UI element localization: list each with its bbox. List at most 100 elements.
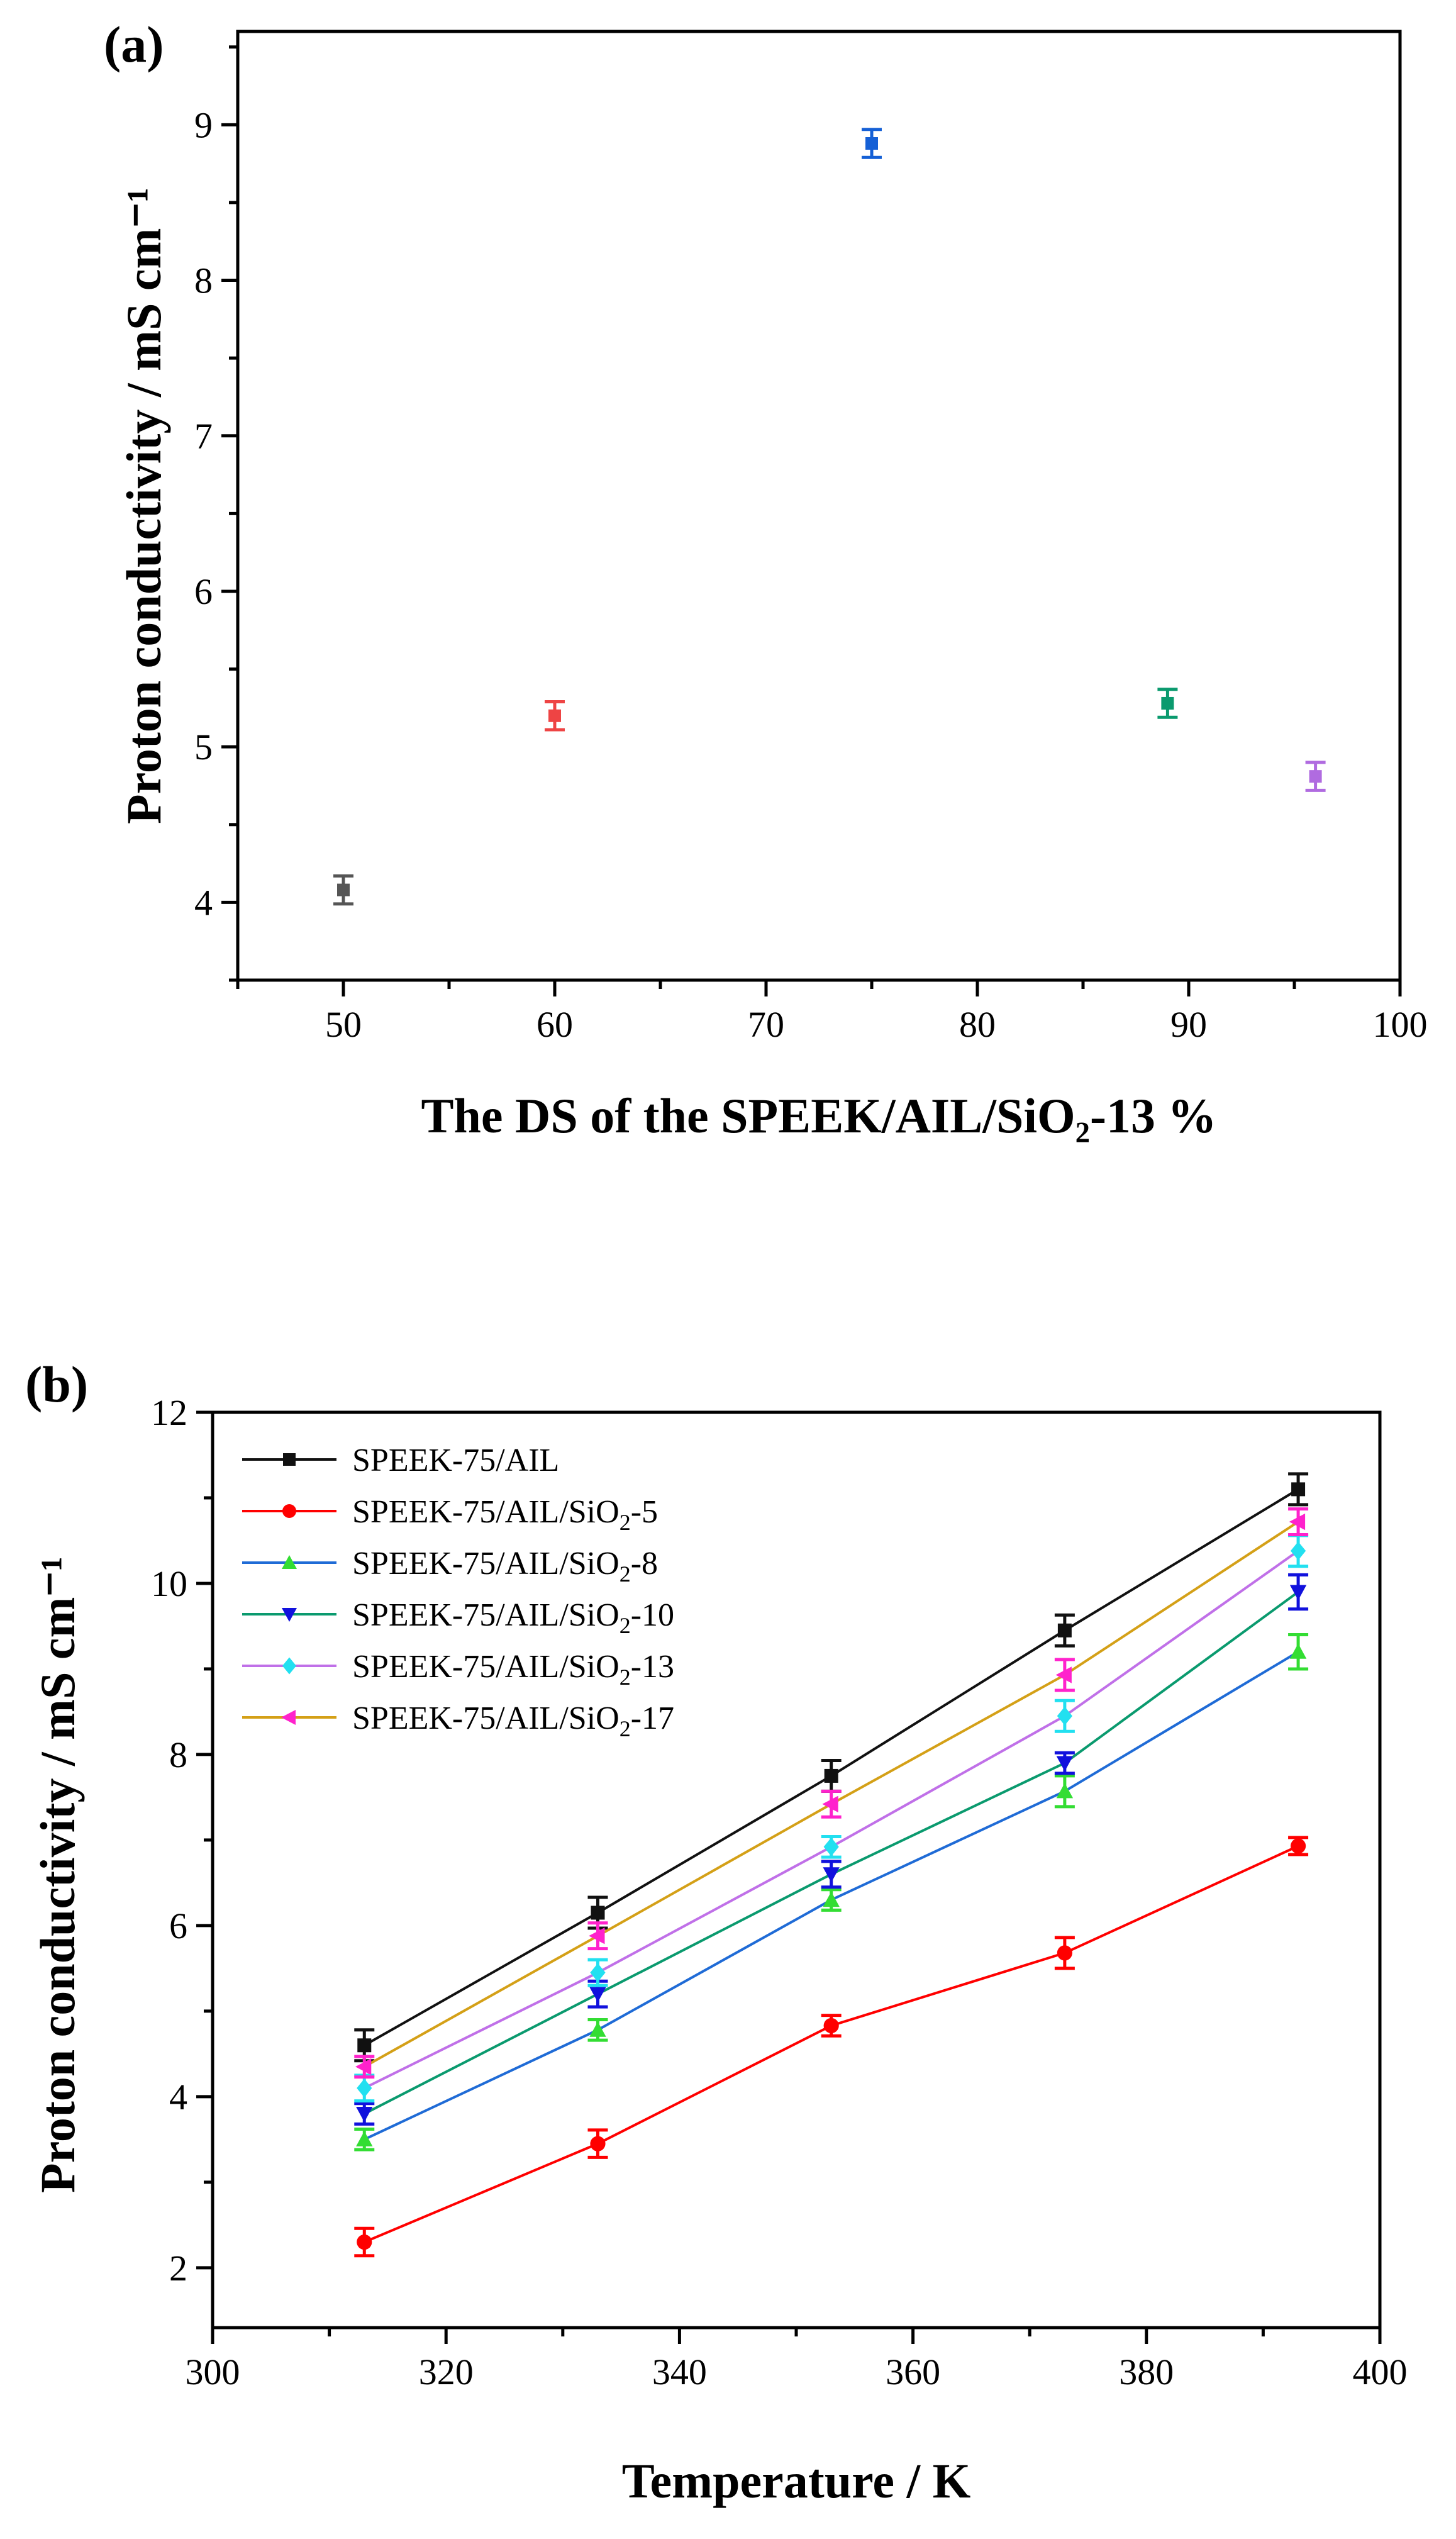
panel-b-point bbox=[356, 2107, 373, 2123]
panel-b-point bbox=[357, 2079, 372, 2098]
legend-label-tail: -5 bbox=[631, 1494, 658, 1530]
legend-label-main: SPEEK-75/AIL/SiO bbox=[352, 1700, 620, 1736]
legend-item: SPEEK-75/AIL/SiO2-13 bbox=[242, 1649, 674, 1690]
panel-b-y-tick-label: 10 bbox=[151, 1563, 187, 1604]
panel-b-series-5 bbox=[354, 1534, 1309, 2103]
legend-label-tail: -17 bbox=[631, 1700, 674, 1736]
panel-b-y-tick-label: 6 bbox=[169, 1906, 187, 1946]
legend-label-tail: -10 bbox=[631, 1597, 674, 1633]
panel-b-point bbox=[589, 1928, 605, 1945]
panel-b-point bbox=[589, 2021, 606, 2037]
panel-b-x-tick-label: 300 bbox=[186, 2352, 240, 2392]
panel-b-y-ticks: 2 4 6 8 10 12 bbox=[151, 1392, 213, 2289]
panel-a-plot-frame bbox=[236, 30, 1402, 982]
panel-a: (a) 50 60 70 80 90 100 4 5 6 7 8 9 The DS of the S… bbox=[104, 16, 1428, 1143]
panel-b-y-tick-label: 4 bbox=[169, 2077, 187, 2118]
panel-b-point bbox=[823, 1867, 840, 1883]
panel-b-point bbox=[589, 1987, 606, 2002]
panel-b-point bbox=[355, 2058, 372, 2075]
panel-b-series-3 bbox=[354, 1633, 1309, 2151]
panel-b-x-axis-title: Temperature / K bbox=[622, 2453, 971, 2508]
legend-label: SPEEK-75/AIL/SiO2-5 bbox=[352, 1494, 658, 1535]
panel-b-point bbox=[1056, 1783, 1074, 1799]
panel-b-x-tick-label: 400 bbox=[1353, 2352, 1408, 2392]
panel-a-y-tick-label: 6 bbox=[194, 571, 213, 612]
legend-marker bbox=[282, 1555, 297, 1569]
panel-a-x-tick-label: 60 bbox=[536, 1004, 573, 1045]
panel-a-point bbox=[1161, 696, 1174, 710]
panel-b-label: (b) bbox=[25, 1356, 88, 1413]
panel-b-point bbox=[1055, 1666, 1072, 1683]
panel-b-point bbox=[356, 2131, 373, 2146]
panel-b-point bbox=[1056, 1756, 1074, 1772]
panel-a-point bbox=[548, 709, 561, 722]
panel-a-y-tick-label: 9 bbox=[194, 104, 213, 145]
panel-b-x-tick-label: 340 bbox=[652, 2352, 707, 2392]
panel-a-data-points bbox=[333, 128, 1326, 906]
panel-b: (b) 300 320 340 360 380 400 2 4 6 8 10 12 SPEEK-75… bbox=[25, 1356, 1408, 2508]
panel-a-x-tick-label: 100 bbox=[1373, 1004, 1428, 1045]
legend-label-tail: -13 bbox=[631, 1649, 674, 1685]
panel-b-point bbox=[357, 2038, 372, 2053]
legend-label: SPEEK-75/AIL bbox=[352, 1442, 559, 1478]
legend-label: SPEEK-75/AIL/SiO2-13 bbox=[352, 1649, 674, 1690]
legend-marker bbox=[281, 1710, 296, 1725]
panel-a-point bbox=[865, 137, 878, 150]
legend-label: SPEEK-75/AIL/SiO2-17 bbox=[352, 1700, 674, 1741]
panel-b-point bbox=[823, 1837, 839, 1856]
legend-label-subscript: 2 bbox=[620, 1716, 631, 1741]
legend-marker bbox=[283, 1453, 296, 1466]
panel-b-point bbox=[1289, 1585, 1307, 1600]
legend-marker bbox=[282, 1657, 296, 1675]
panel-b-point bbox=[823, 1891, 840, 1907]
panel-a-x-tick-label: 50 bbox=[325, 1004, 362, 1045]
panel-a-label: (a) bbox=[104, 16, 164, 73]
panel-b-point bbox=[1290, 1541, 1306, 1561]
panel-b-series bbox=[354, 1472, 1309, 2258]
panel-a-y-tick-label: 4 bbox=[194, 882, 213, 923]
panel-b-point bbox=[590, 2136, 606, 2151]
legend-item: SPEEK-75/AIL/SiO2-8 bbox=[242, 1546, 658, 1587]
panel-b-y-axis-title: Proton conductivity / mS cm⁻¹ bbox=[30, 1556, 85, 2193]
legend-label-subscript: 2 bbox=[620, 1613, 631, 1638]
panel-b-series-1 bbox=[354, 1472, 1309, 2063]
legend-label-tail: -8 bbox=[631, 1546, 658, 1582]
panel-b-x-tick-label: 360 bbox=[886, 2352, 940, 2392]
panel-b-point bbox=[823, 2017, 839, 2034]
panel-b-point bbox=[822, 1795, 838, 1812]
panel-a-x-tick-label: 70 bbox=[748, 1004, 784, 1045]
panel-b-point bbox=[1057, 1945, 1072, 1961]
panel-b-point bbox=[590, 1963, 606, 1982]
legend-item: SPEEK-75/AIL/SiO2-5 bbox=[242, 1494, 658, 1535]
legend-label-main: SPEEK-75/AIL/SiO bbox=[352, 1494, 620, 1530]
panel-b-point bbox=[1289, 1513, 1306, 1531]
panel-a-x-axis-title: The DS of the SPEEK/AIL/SiO₂-13 % bbox=[421, 1088, 1216, 1143]
legend-label-main: SPEEK-75/AIL/SiO bbox=[352, 1649, 620, 1685]
legend-item: SPEEK-75/AIL/SiO2-10 bbox=[242, 1597, 674, 1638]
panel-a-point bbox=[1309, 770, 1322, 783]
legend-item: SPEEK-75/AIL bbox=[242, 1442, 559, 1478]
panel-b-point bbox=[1057, 1706, 1072, 1726]
panel-a-y-ticks: 4 5 6 7 8 9 bbox=[194, 45, 238, 982]
panel-a-y-axis-title: Proton conductivity / mS cm⁻¹ bbox=[116, 187, 171, 824]
panel-b-x-ticks: 300 320 340 360 380 400 bbox=[186, 2328, 1408, 2392]
legend-marker bbox=[282, 1608, 297, 1622]
panel-a-y-tick-label: 8 bbox=[194, 260, 213, 301]
legend-marker bbox=[282, 1504, 296, 1518]
panel-a-x-tick-label: 90 bbox=[1170, 1004, 1207, 1045]
panel-b-y-tick-label: 12 bbox=[151, 1392, 187, 1433]
panel-b-series-6 bbox=[354, 1507, 1309, 2079]
panel-b-point bbox=[591, 1906, 605, 1920]
panel-a-y-tick-label: 7 bbox=[194, 416, 213, 457]
legend-label: SPEEK-75/AIL/SiO2-8 bbox=[352, 1546, 658, 1587]
panel-b-series-4 bbox=[354, 1573, 1309, 2126]
legend-label-subscript: 2 bbox=[620, 1510, 631, 1535]
panel-a-y-tick-label: 5 bbox=[194, 727, 213, 767]
panel-b-point bbox=[1057, 1623, 1072, 1638]
panel-b-point bbox=[1289, 1643, 1307, 1659]
legend-label-main: SPEEK-75/AIL/SiO bbox=[352, 1546, 620, 1582]
panel-b-y-tick-label: 2 bbox=[169, 2248, 187, 2289]
panel-b-point bbox=[824, 1768, 838, 1783]
panel-b-y-tick-label: 8 bbox=[169, 1734, 187, 1775]
legend-label: SPEEK-75/AIL/SiO2-10 bbox=[352, 1597, 674, 1638]
